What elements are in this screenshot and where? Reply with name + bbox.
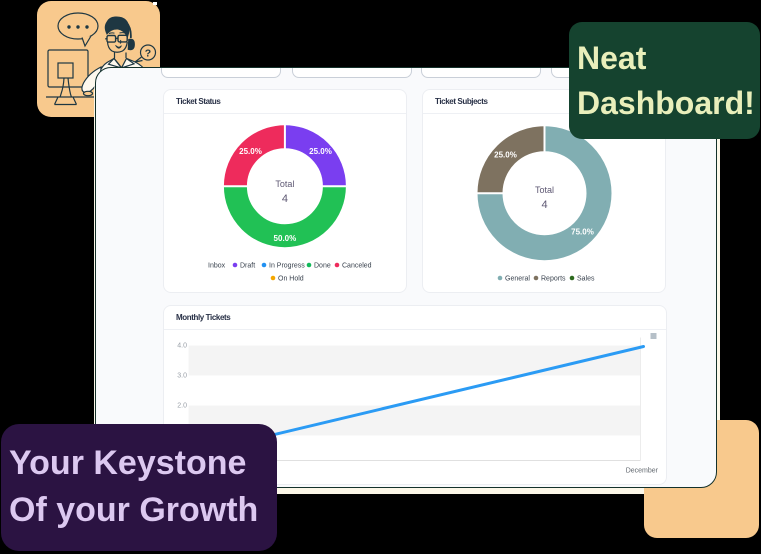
svg-text:In Progress: In Progress: [269, 263, 305, 270]
svg-text:4: 4: [541, 199, 547, 211]
svg-text:25.0%: 25.0%: [239, 147, 262, 156]
svg-text:Canceled: Canceled: [342, 263, 372, 270]
svg-text:50.0%: 50.0%: [274, 234, 297, 243]
svg-text:Draft: Draft: [240, 263, 255, 270]
svg-text:4.0: 4.0: [177, 343, 187, 350]
svg-text:2.0: 2.0: [177, 403, 187, 410]
svg-text:Inbox: Inbox: [208, 263, 226, 270]
svg-text:3.0: 3.0: [177, 373, 187, 380]
svg-text:Reports: Reports: [541, 276, 566, 283]
svg-text:25.0%: 25.0%: [494, 151, 517, 160]
svg-text:General: General: [505, 276, 530, 283]
svg-text:Sales: Sales: [577, 276, 595, 283]
svg-text:4: 4: [282, 193, 288, 205]
svg-text:25.0%: 25.0%: [309, 147, 332, 156]
svg-text:Total: Total: [535, 185, 554, 195]
svg-text:Total: Total: [275, 179, 294, 189]
svg-text:Done: Done: [314, 263, 331, 270]
svg-text:75.0%: 75.0%: [571, 228, 594, 237]
svg-text:On Hold: On Hold: [278, 276, 304, 283]
svg-text:December: December: [626, 468, 659, 475]
svg-text:?: ?: [145, 48, 151, 60]
